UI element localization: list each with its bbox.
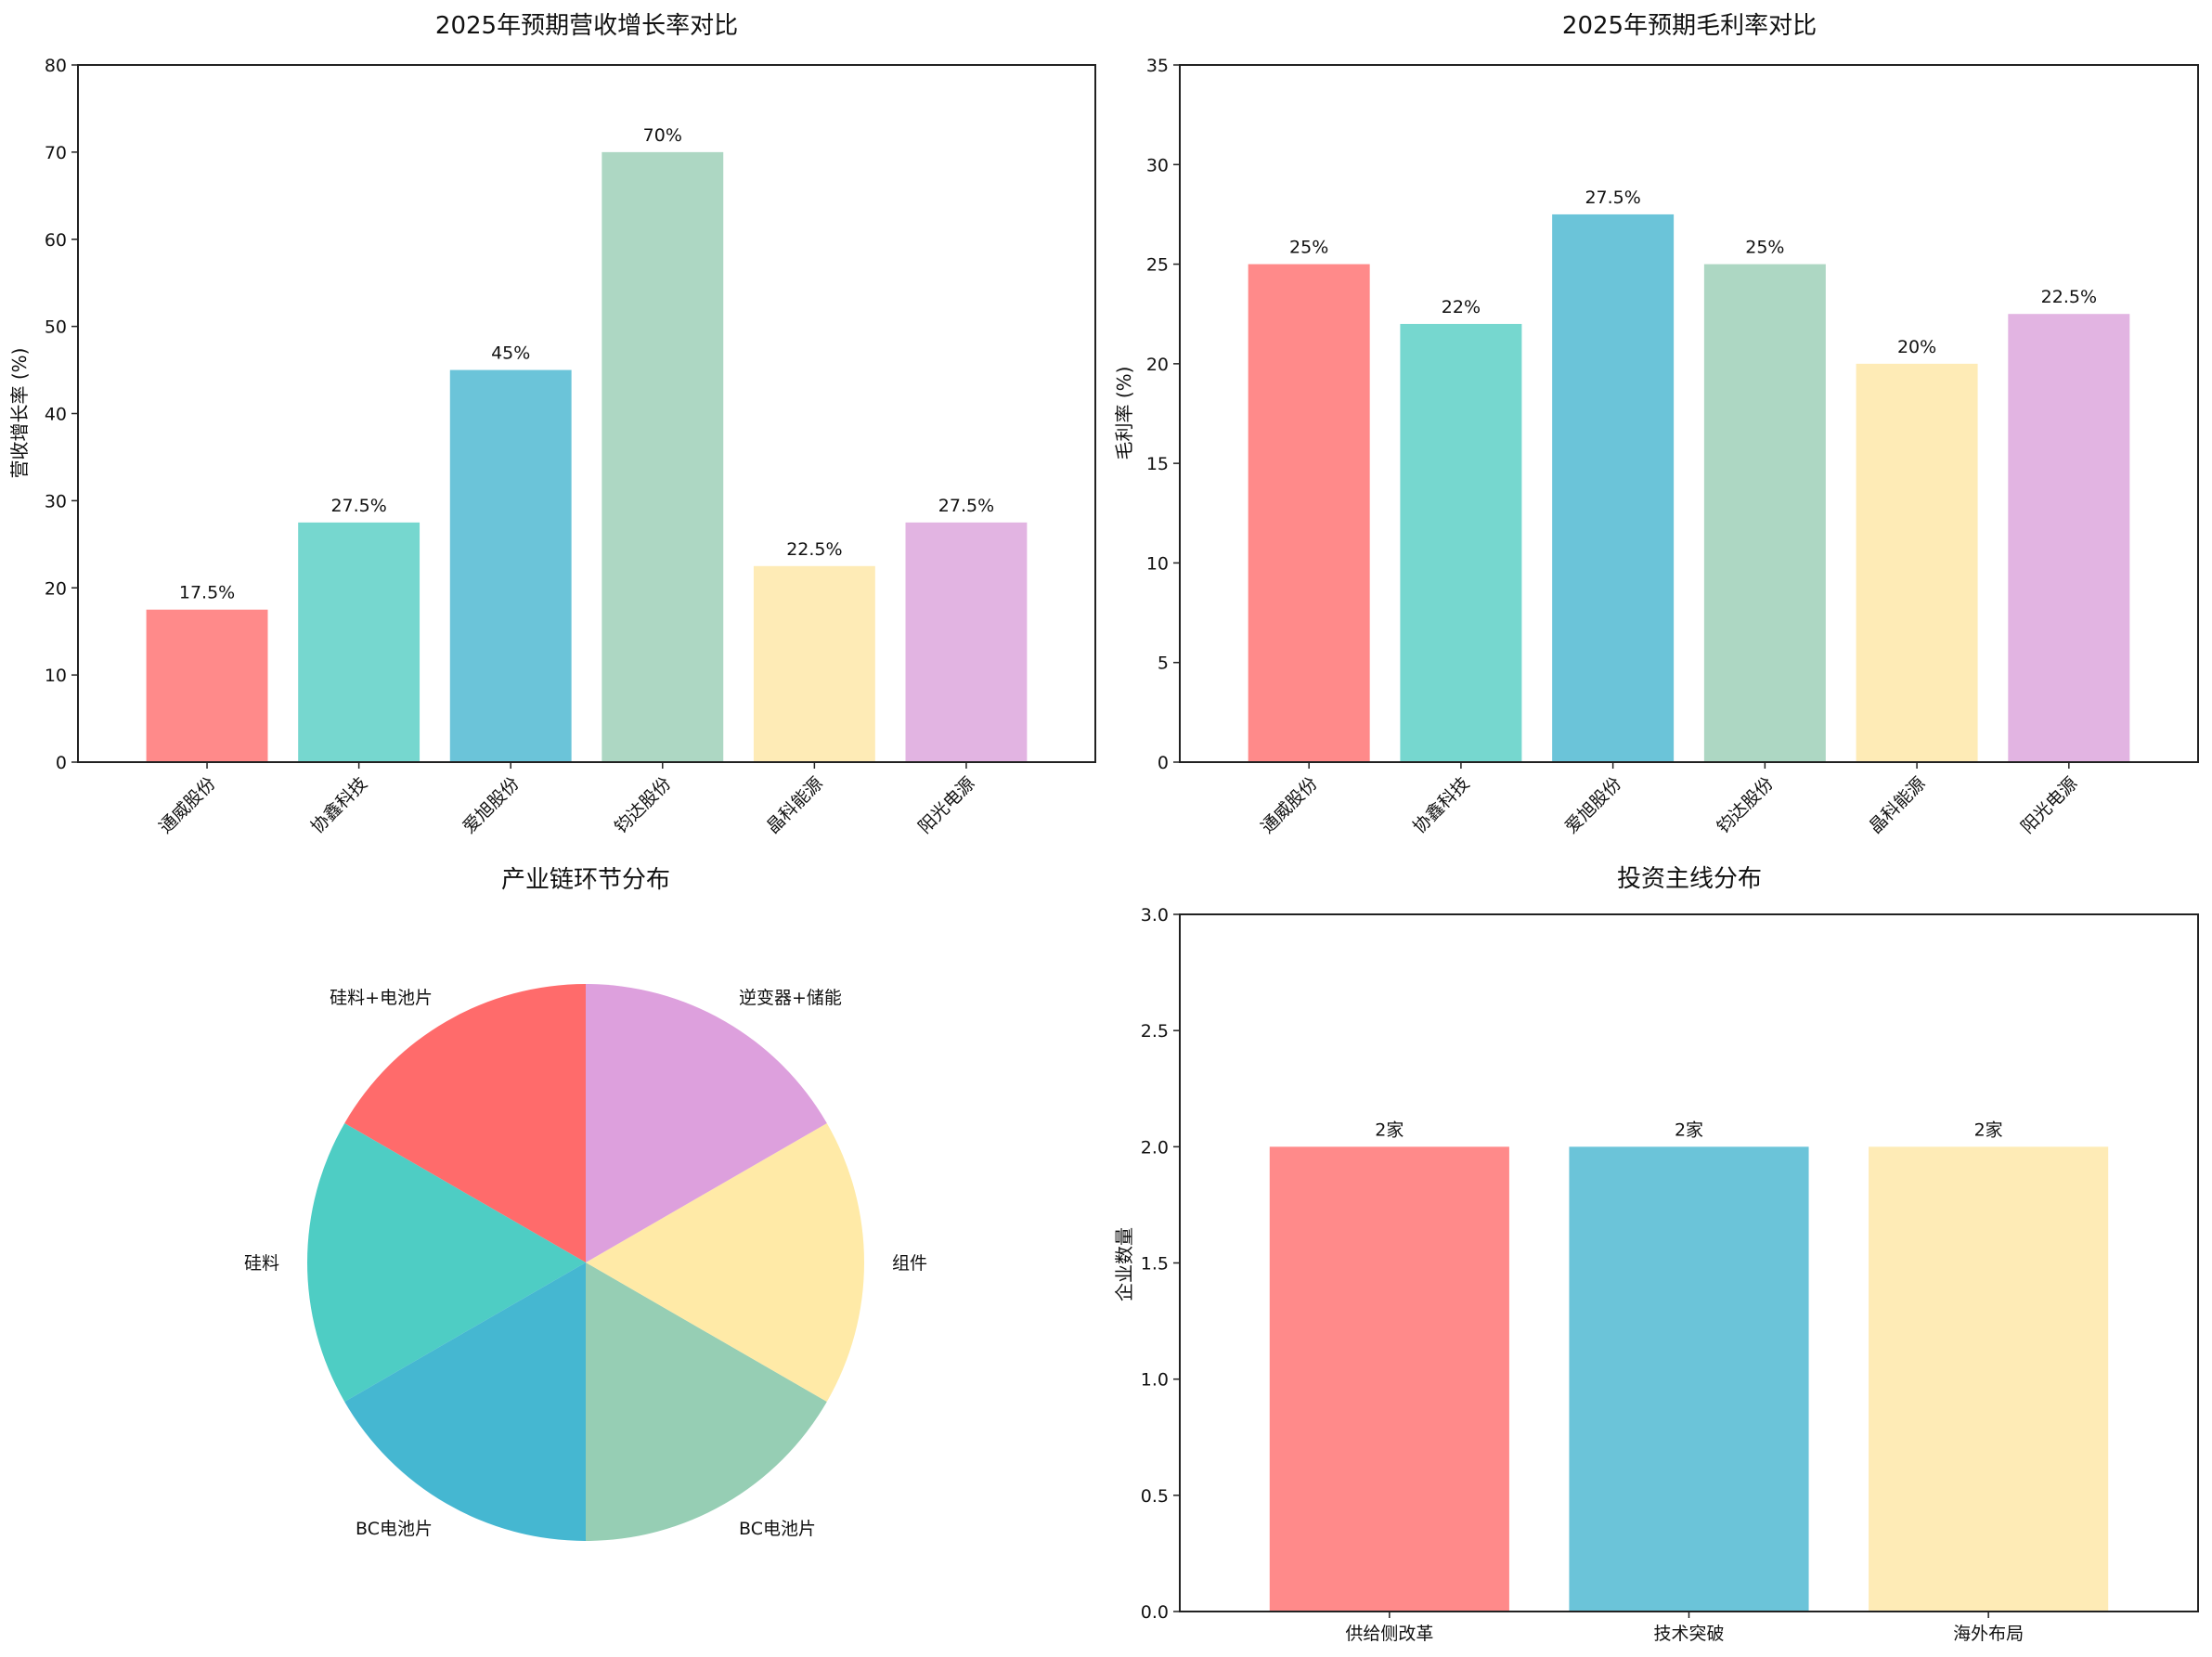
x-tick-label: 供给侧改革 — [1345, 1624, 1433, 1644]
data-label-0: 17.5% — [179, 583, 235, 603]
revenue-growth-chart: 2025年预期营收增长率对比 营收增长率 (%) 17.5% 27.5% 45% 70… — [8, 12, 1096, 837]
data-label-2: 2家 — [1974, 1120, 2003, 1140]
y-tick-label: 50 — [45, 317, 67, 338]
data-label-5: 22.5% — [2041, 287, 2097, 307]
y-tick-label: 20 — [45, 578, 67, 599]
y-tick-label: 2.0 — [1141, 1137, 1169, 1158]
bar-5 — [2008, 314, 2130, 762]
y-tick-label: 30 — [45, 491, 67, 511]
bar-1 — [298, 522, 420, 762]
pie-label-2: BC电池片 — [356, 1519, 433, 1539]
y-tick-label: 60 — [45, 230, 67, 251]
y-axis-label: 毛利率 (%) — [1113, 367, 1135, 460]
y-tick-label: 1.0 — [1141, 1370, 1169, 1391]
y-tick-label: 0 — [1158, 753, 1169, 773]
x-tick-label: 通威股份 — [155, 773, 219, 837]
pie-slice-0 — [344, 984, 586, 1262]
y-tick-label: 5 — [1158, 654, 1169, 674]
bar-4 — [1856, 363, 1978, 762]
chart-title: 2025年预期毛利率对比 — [1562, 12, 1817, 40]
y-tick-label: 15 — [1146, 454, 1169, 474]
data-label-3: 25% — [1745, 238, 1784, 258]
bar-1 — [1569, 1146, 1809, 1612]
y-tick-label: 80 — [45, 56, 67, 76]
chart-title: 投资主线分布 — [1617, 865, 1762, 893]
y-tick-label: 25 — [1146, 255, 1169, 276]
pie-slice-4 — [586, 1123, 864, 1402]
y-tick-label: 70 — [45, 143, 67, 163]
data-label-3: 70% — [643, 125, 682, 146]
data-label-1: 22% — [1442, 297, 1481, 317]
data-label-0: 2家 — [1375, 1120, 1404, 1140]
bar-3 — [1703, 264, 1826, 763]
bar-5 — [905, 522, 1028, 762]
y-axis-label: 企业数量 — [1113, 1227, 1135, 1301]
data-label-4: 20% — [1897, 337, 1936, 357]
x-tick-label: 晶科能源 — [763, 773, 827, 837]
x-tick-label: 阳光电源 — [914, 773, 978, 837]
y-tick-label: 10 — [1146, 553, 1169, 574]
x-tick-label: 爱旭股份 — [459, 773, 523, 837]
data-label-1: 27.5% — [330, 496, 386, 516]
pie-label-3: BC电池片 — [739, 1519, 816, 1539]
x-tick-label: 阳光电源 — [2017, 773, 2081, 837]
data-label-2: 45% — [491, 343, 530, 364]
y-axis-label: 营收增长率 (%) — [8, 348, 31, 479]
x-tick-label: 协鑫科技 — [307, 773, 371, 837]
pie-slice-1 — [307, 1123, 586, 1402]
bar-4 — [753, 565, 875, 762]
data-label-5: 27.5% — [938, 496, 994, 516]
pie-slice-5 — [586, 984, 827, 1262]
bar-0 — [1248, 264, 1370, 763]
bar-1 — [1400, 323, 1522, 762]
bar-2 — [449, 369, 572, 762]
y-tick-label: 10 — [45, 666, 67, 686]
chart-title: 产业链环节分布 — [501, 866, 670, 894]
y-tick-label: 2.5 — [1141, 1021, 1169, 1042]
investment-theme-chart: 投资主线分布 企业数量 2家 2家 2家 0.0 0.5 1.0 1.5 2.0 2.5 3.0 供… — [1113, 865, 2199, 1644]
y-tick-label: 0.5 — [1141, 1486, 1169, 1507]
x-tick-label: 爱旭股份 — [1561, 773, 1625, 837]
pie-label-1: 硅料 — [244, 1253, 279, 1274]
pie-label-0: 硅料+电池片 — [330, 988, 433, 1008]
x-tick-label: 晶科能源 — [1865, 773, 1929, 837]
data-label-1: 2家 — [1675, 1120, 1703, 1140]
pie-label-4: 组件 — [892, 1253, 927, 1274]
x-tick-label: 钧达股份 — [611, 773, 675, 837]
x-tick-label: 技术突破 — [1653, 1624, 1724, 1644]
y-tick-label: 40 — [45, 405, 67, 425]
bar-3 — [602, 151, 724, 762]
axes-frame — [1179, 913, 2199, 1612]
x-tick-label: 通威股份 — [1257, 773, 1321, 837]
y-tick-label: 30 — [1146, 155, 1169, 175]
y-tick-label: 3.0 — [1141, 905, 1169, 926]
y-tick-label: 1.5 — [1141, 1254, 1169, 1275]
pie-label-5: 逆变器+储能 — [739, 988, 842, 1008]
y-tick-label: 35 — [1146, 56, 1169, 76]
x-tick-label: 钧达股份 — [1714, 773, 1778, 837]
bar-0 — [146, 609, 268, 762]
bar-2 — [1869, 1146, 2109, 1612]
x-tick-label: 协鑫科技 — [1409, 773, 1473, 837]
y-tick-label: 20 — [1146, 355, 1169, 375]
pie-slice-3 — [586, 1262, 827, 1541]
pie-slice-2 — [344, 1262, 586, 1541]
bar-2 — [1552, 214, 1675, 762]
y-tick-label: 0.0 — [1141, 1602, 1169, 1623]
x-tick-label: 海外布局 — [1953, 1624, 2024, 1644]
y-tick-label: 0 — [56, 753, 67, 773]
data-label-2: 27.5% — [1585, 188, 1640, 208]
axes-frame — [1179, 64, 2199, 763]
bar-0 — [1269, 1146, 1509, 1612]
gross-margin-chart: 2025年预期毛利率对比 毛利率 (%) 25% 22% 27.5% 25% 20% 22… — [1113, 12, 2199, 837]
data-label-4: 22.5% — [786, 539, 842, 560]
axes-frame — [77, 64, 1096, 763]
data-label-0: 25% — [1289, 238, 1328, 258]
chart-title: 2025年预期营收增长率对比 — [435, 12, 738, 40]
